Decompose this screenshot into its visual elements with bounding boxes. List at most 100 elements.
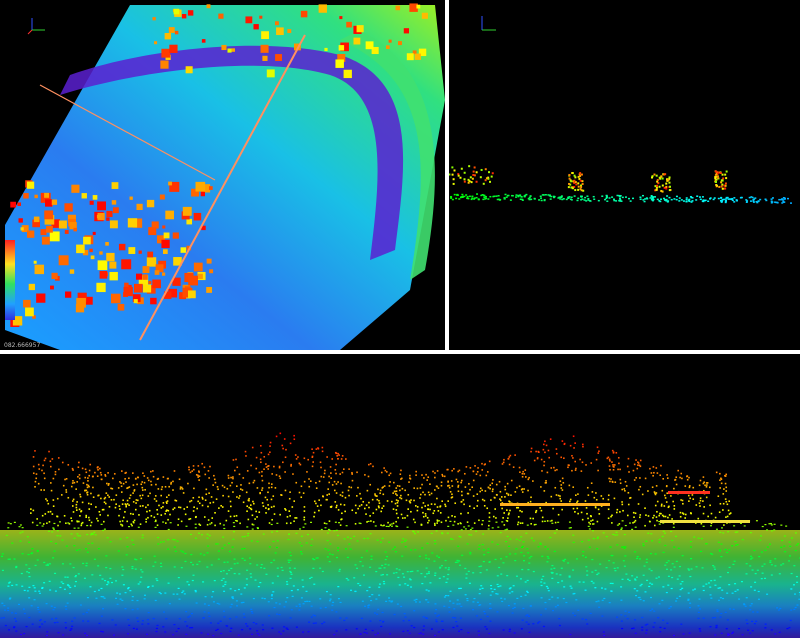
point — [295, 481, 298, 484]
point — [651, 486, 654, 489]
point — [188, 468, 190, 471]
point — [716, 176, 719, 179]
point — [305, 542, 308, 544]
point — [569, 527, 572, 529]
point — [699, 608, 702, 610]
point — [637, 464, 639, 466]
point — [175, 630, 178, 632]
point — [644, 477, 647, 480]
point — [21, 553, 24, 555]
point — [624, 555, 627, 557]
point — [688, 486, 691, 489]
point — [733, 201, 736, 203]
point — [360, 497, 362, 500]
point — [441, 549, 444, 551]
point — [351, 509, 354, 512]
building — [23, 299, 31, 308]
building — [132, 294, 141, 302]
point — [717, 171, 720, 174]
point — [579, 179, 582, 182]
point — [491, 482, 494, 485]
point — [616, 534, 619, 536]
point — [546, 471, 549, 474]
point — [400, 513, 403, 516]
point — [578, 173, 581, 176]
point — [724, 182, 727, 185]
point — [712, 564, 715, 567]
point — [283, 626, 286, 628]
point — [716, 175, 719, 178]
point — [276, 575, 279, 577]
point — [265, 512, 267, 514]
point — [685, 200, 688, 203]
building — [73, 227, 77, 232]
point — [757, 590, 760, 593]
point — [540, 197, 543, 199]
point — [426, 542, 429, 545]
point — [734, 531, 737, 533]
building — [111, 200, 117, 205]
point — [136, 476, 139, 479]
point — [383, 524, 385, 527]
point — [672, 522, 675, 525]
point — [191, 564, 194, 566]
point — [550, 467, 553, 469]
point — [721, 187, 724, 190]
point — [641, 194, 644, 197]
point — [392, 548, 395, 550]
point — [650, 196, 653, 198]
point — [107, 494, 109, 497]
building — [33, 216, 40, 223]
point — [415, 598, 418, 601]
point — [126, 520, 129, 523]
point — [421, 506, 423, 509]
point — [723, 488, 725, 490]
point — [167, 518, 169, 521]
point — [359, 560, 362, 563]
point — [167, 548, 170, 550]
point — [284, 601, 287, 603]
point — [545, 501, 547, 504]
point — [450, 195, 453, 198]
point — [213, 580, 216, 582]
point — [76, 520, 79, 523]
point — [729, 608, 732, 610]
point — [437, 510, 440, 512]
point — [668, 189, 671, 192]
point — [480, 168, 483, 171]
building — [143, 284, 152, 293]
point — [528, 198, 531, 201]
point — [718, 550, 721, 552]
point — [528, 631, 531, 633]
point — [624, 196, 627, 198]
point — [781, 202, 784, 204]
point — [158, 504, 160, 507]
point — [530, 523, 532, 525]
point — [89, 534, 92, 536]
building — [174, 30, 179, 35]
point — [339, 617, 342, 619]
point — [77, 573, 80, 575]
point — [377, 488, 379, 491]
point — [456, 599, 459, 601]
point — [243, 559, 246, 561]
point — [615, 531, 618, 533]
point — [418, 632, 421, 635]
point — [204, 499, 207, 502]
point — [466, 599, 469, 602]
point — [499, 531, 502, 534]
point — [388, 485, 391, 487]
point — [303, 516, 306, 519]
point — [343, 468, 345, 470]
building — [155, 264, 164, 273]
point — [575, 494, 577, 496]
point — [125, 554, 128, 556]
point — [268, 486, 270, 489]
roof — [500, 503, 610, 506]
point — [345, 458, 347, 460]
point — [281, 444, 284, 447]
point — [554, 469, 556, 472]
point — [607, 494, 610, 497]
point — [427, 590, 430, 592]
point — [539, 195, 542, 198]
